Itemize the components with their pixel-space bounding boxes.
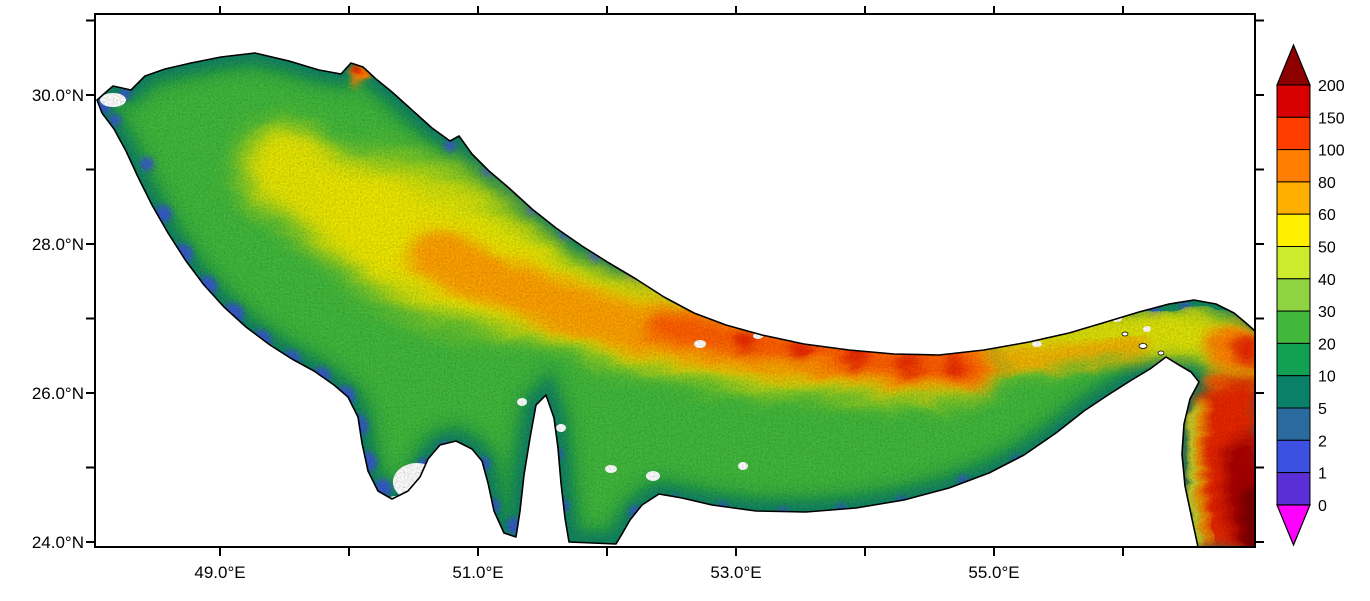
colorbar-label: 30 xyxy=(1318,304,1336,321)
colorbar-segment xyxy=(1276,246,1311,280)
colorbar-segment xyxy=(1276,149,1311,183)
colorbar-over-arrow xyxy=(1276,43,1311,86)
colorbar-segment xyxy=(1276,84,1311,118)
axis-ticks xyxy=(86,6,1264,556)
colorbar-label: 1 xyxy=(1318,466,1327,483)
colorbar: 200 150 100 80 60 50 40 30 20 10 5 2 1 0 xyxy=(1276,43,1345,547)
strait-islands xyxy=(1121,331,1165,356)
colorbar-label: 40 xyxy=(1318,272,1336,289)
coastline xyxy=(96,52,1256,548)
colorbar-label: 80 xyxy=(1318,175,1336,192)
x-tick-label-51e: 51.0°E xyxy=(452,563,503,582)
map-area xyxy=(96,52,1256,548)
colorbar-label: 2 xyxy=(1318,433,1327,450)
colorbar-segment xyxy=(1276,472,1311,506)
colorbar-segment xyxy=(1276,310,1311,344)
colorbar-segment xyxy=(1276,181,1311,215)
x-tick-label-49e: 49.0°E xyxy=(194,563,245,582)
colorbar-segment xyxy=(1276,342,1311,377)
y-tick-label-24n: 24.0°N xyxy=(32,533,84,552)
colorbar-under-arrow xyxy=(1276,504,1311,547)
water-field xyxy=(97,53,1255,547)
y-tick-label-28n: 28.0°N xyxy=(32,235,84,254)
colorbar-segment xyxy=(1276,213,1311,247)
colorbar-segment xyxy=(1276,439,1311,474)
colorbar-label: 50 xyxy=(1318,240,1336,257)
x-tick-label-55e: 55.0°E xyxy=(968,563,1019,582)
y-axis-labels: 30.0°N 28.0°N 26.0°N 24.0°N xyxy=(32,86,84,552)
colorbar-label: 60 xyxy=(1318,207,1336,224)
colorbar-label: 100 xyxy=(1318,143,1345,160)
colorbar-labels: 200 150 100 80 60 50 40 30 20 10 5 2 1 0 xyxy=(1318,78,1345,515)
y-tick-label-30n: 30.0°N xyxy=(32,86,84,105)
colorbar-label: 0 xyxy=(1318,498,1327,515)
colorbar-label: 200 xyxy=(1318,78,1345,95)
colorbar-label: 5 xyxy=(1318,401,1327,418)
plot-frame xyxy=(94,13,1256,548)
y-tick-label-26n: 26.0°N xyxy=(32,384,84,403)
colorbar-label: 10 xyxy=(1318,369,1336,386)
colorbar-segment xyxy=(1276,407,1311,441)
colorbar-label: 20 xyxy=(1318,336,1336,353)
noise-texture xyxy=(97,53,1255,547)
x-tick-label-53e: 53.0°E xyxy=(710,563,761,582)
colorbar-segment xyxy=(1276,116,1311,151)
colorbar-segment xyxy=(1276,375,1311,409)
colorbar-segment xyxy=(1276,278,1311,312)
colorbar-label: 150 xyxy=(1318,110,1345,127)
x-axis-labels: 49.0°E 51.0°E 53.0°E 55.0°E xyxy=(194,563,1019,582)
